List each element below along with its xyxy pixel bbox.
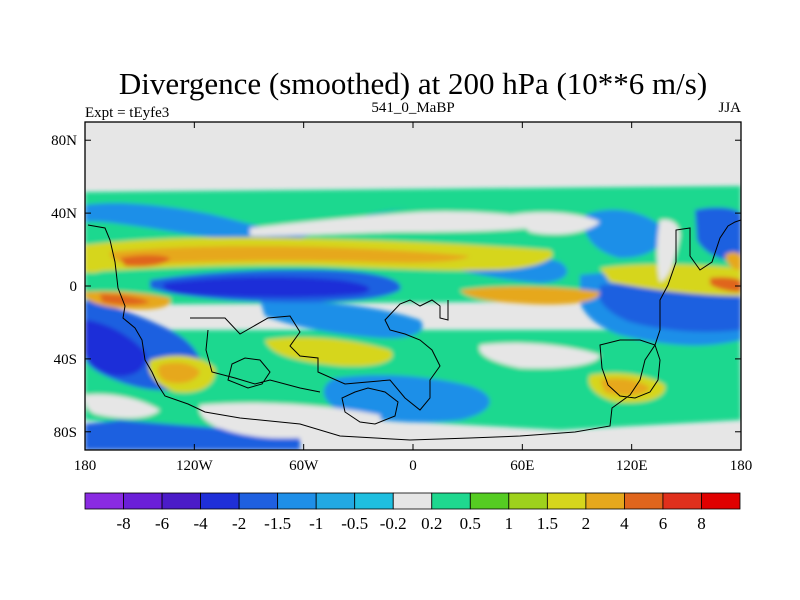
colorbar-label: -0.5: [341, 514, 368, 533]
contour-shape: [584, 209, 663, 258]
y-tick-label: 40N: [51, 206, 77, 222]
colorbar-swatch: [392, 492, 433, 510]
y-tick-label: 40S: [54, 352, 77, 368]
contour-shape: [110, 246, 470, 265]
case-label: 541_0_MaBP: [371, 100, 454, 116]
experiment-label: Expt = tEyfe3: [85, 105, 169, 121]
contour-shape: [163, 276, 370, 298]
colorbar-label: -0.2: [380, 514, 407, 533]
y-tick-label: 0: [70, 279, 78, 295]
contour-shape: [85, 259, 108, 273]
contour-shape: [598, 283, 741, 333]
contour-shape: [479, 343, 600, 369]
x-tick-label: 180: [74, 458, 97, 474]
contour-shape: [710, 277, 741, 292]
plot-area: [85, 122, 741, 450]
contour-shape: [85, 203, 410, 241]
colorbar-label: 0.5: [460, 514, 481, 533]
contour-shape: [85, 420, 300, 450]
colorbar-label: 1: [505, 514, 514, 533]
colorbar-swatch: [585, 492, 625, 510]
colorbar-swatch: [123, 492, 163, 510]
contour-shape: [510, 212, 600, 235]
colorbar-swatch: [200, 492, 240, 510]
colorbar-swatch: [431, 492, 471, 510]
coastline: [87, 219, 741, 441]
contour-shape: [199, 403, 381, 439]
y-axis: 80N 40N 0 40S 80S: [51, 133, 741, 441]
colorbar: -8 -6 -4 -2 -1.5 -1 -0.5 -0.2 0.2 0.5 1 1.5 2 4 6 8: [84, 492, 741, 533]
colorbar-swatch: [546, 492, 587, 510]
x-tick-label: 0: [409, 458, 417, 474]
colorbar-swatch: [84, 492, 124, 510]
y-tick-label: 80N: [51, 133, 77, 149]
contour-shape: [157, 362, 200, 384]
colorbar-swatch: [508, 492, 548, 510]
colorbar-swatch: [161, 492, 201, 510]
colorbar-swatch: [624, 492, 664, 510]
chart-title: Divergence (smoothed) at 200 hPa (10**6 …: [119, 66, 707, 101]
season-label: JJA: [718, 100, 741, 116]
colorbar-swatch: [662, 492, 702, 510]
colorbar-swatch: [315, 492, 356, 510]
x-tick-label: 180: [730, 458, 753, 474]
colorbar-label: 2: [582, 514, 591, 533]
colorbar-label: 6: [659, 514, 668, 533]
colorbar-label: -2: [232, 514, 246, 533]
x-tick-label: 120W: [176, 458, 214, 474]
contour-shape: [85, 394, 160, 419]
contour-shape: [695, 207, 741, 262]
colorbar-swatch: [238, 492, 279, 510]
contour-shape: [250, 211, 560, 236]
contour-shape: [85, 320, 146, 377]
colorbar-swatch: [277, 492, 317, 510]
colorbar-label: 0.2: [421, 514, 442, 533]
x-tick-label: 120E: [616, 458, 648, 474]
contour-shape: [120, 255, 170, 267]
colorbar-label: -4: [194, 514, 209, 533]
contour-shape: [725, 252, 741, 270]
colorbar-label: 8: [697, 514, 706, 533]
colorbar-label: -6: [155, 514, 169, 533]
x-tick-label: 60E: [510, 458, 534, 474]
contour-shape: [600, 378, 650, 396]
contour-shape: [260, 300, 423, 339]
colorbar-label: 1.5: [537, 514, 558, 533]
contour-shape: [100, 294, 150, 305]
colorbar-label: -1.5: [264, 514, 291, 533]
colorbar-swatch: [701, 492, 741, 510]
y-tick-label: 80S: [54, 425, 77, 441]
contour-shape: [657, 219, 680, 282]
contour-shape: [265, 337, 393, 367]
contour-shape: [600, 264, 741, 296]
colorbar-label: -1: [309, 514, 323, 533]
colorbar-swatch: [469, 492, 510, 510]
colorbar-label: 4: [620, 514, 629, 533]
contour-fill: [85, 186, 741, 450]
colorbar-label: -8: [116, 514, 130, 533]
contour-shape: [460, 286, 600, 305]
x-tick-label: 60W: [289, 458, 319, 474]
colorbar-swatch: [354, 492, 394, 510]
x-axis: 180 120W 60W 0 60E 120E 180: [74, 122, 753, 474]
